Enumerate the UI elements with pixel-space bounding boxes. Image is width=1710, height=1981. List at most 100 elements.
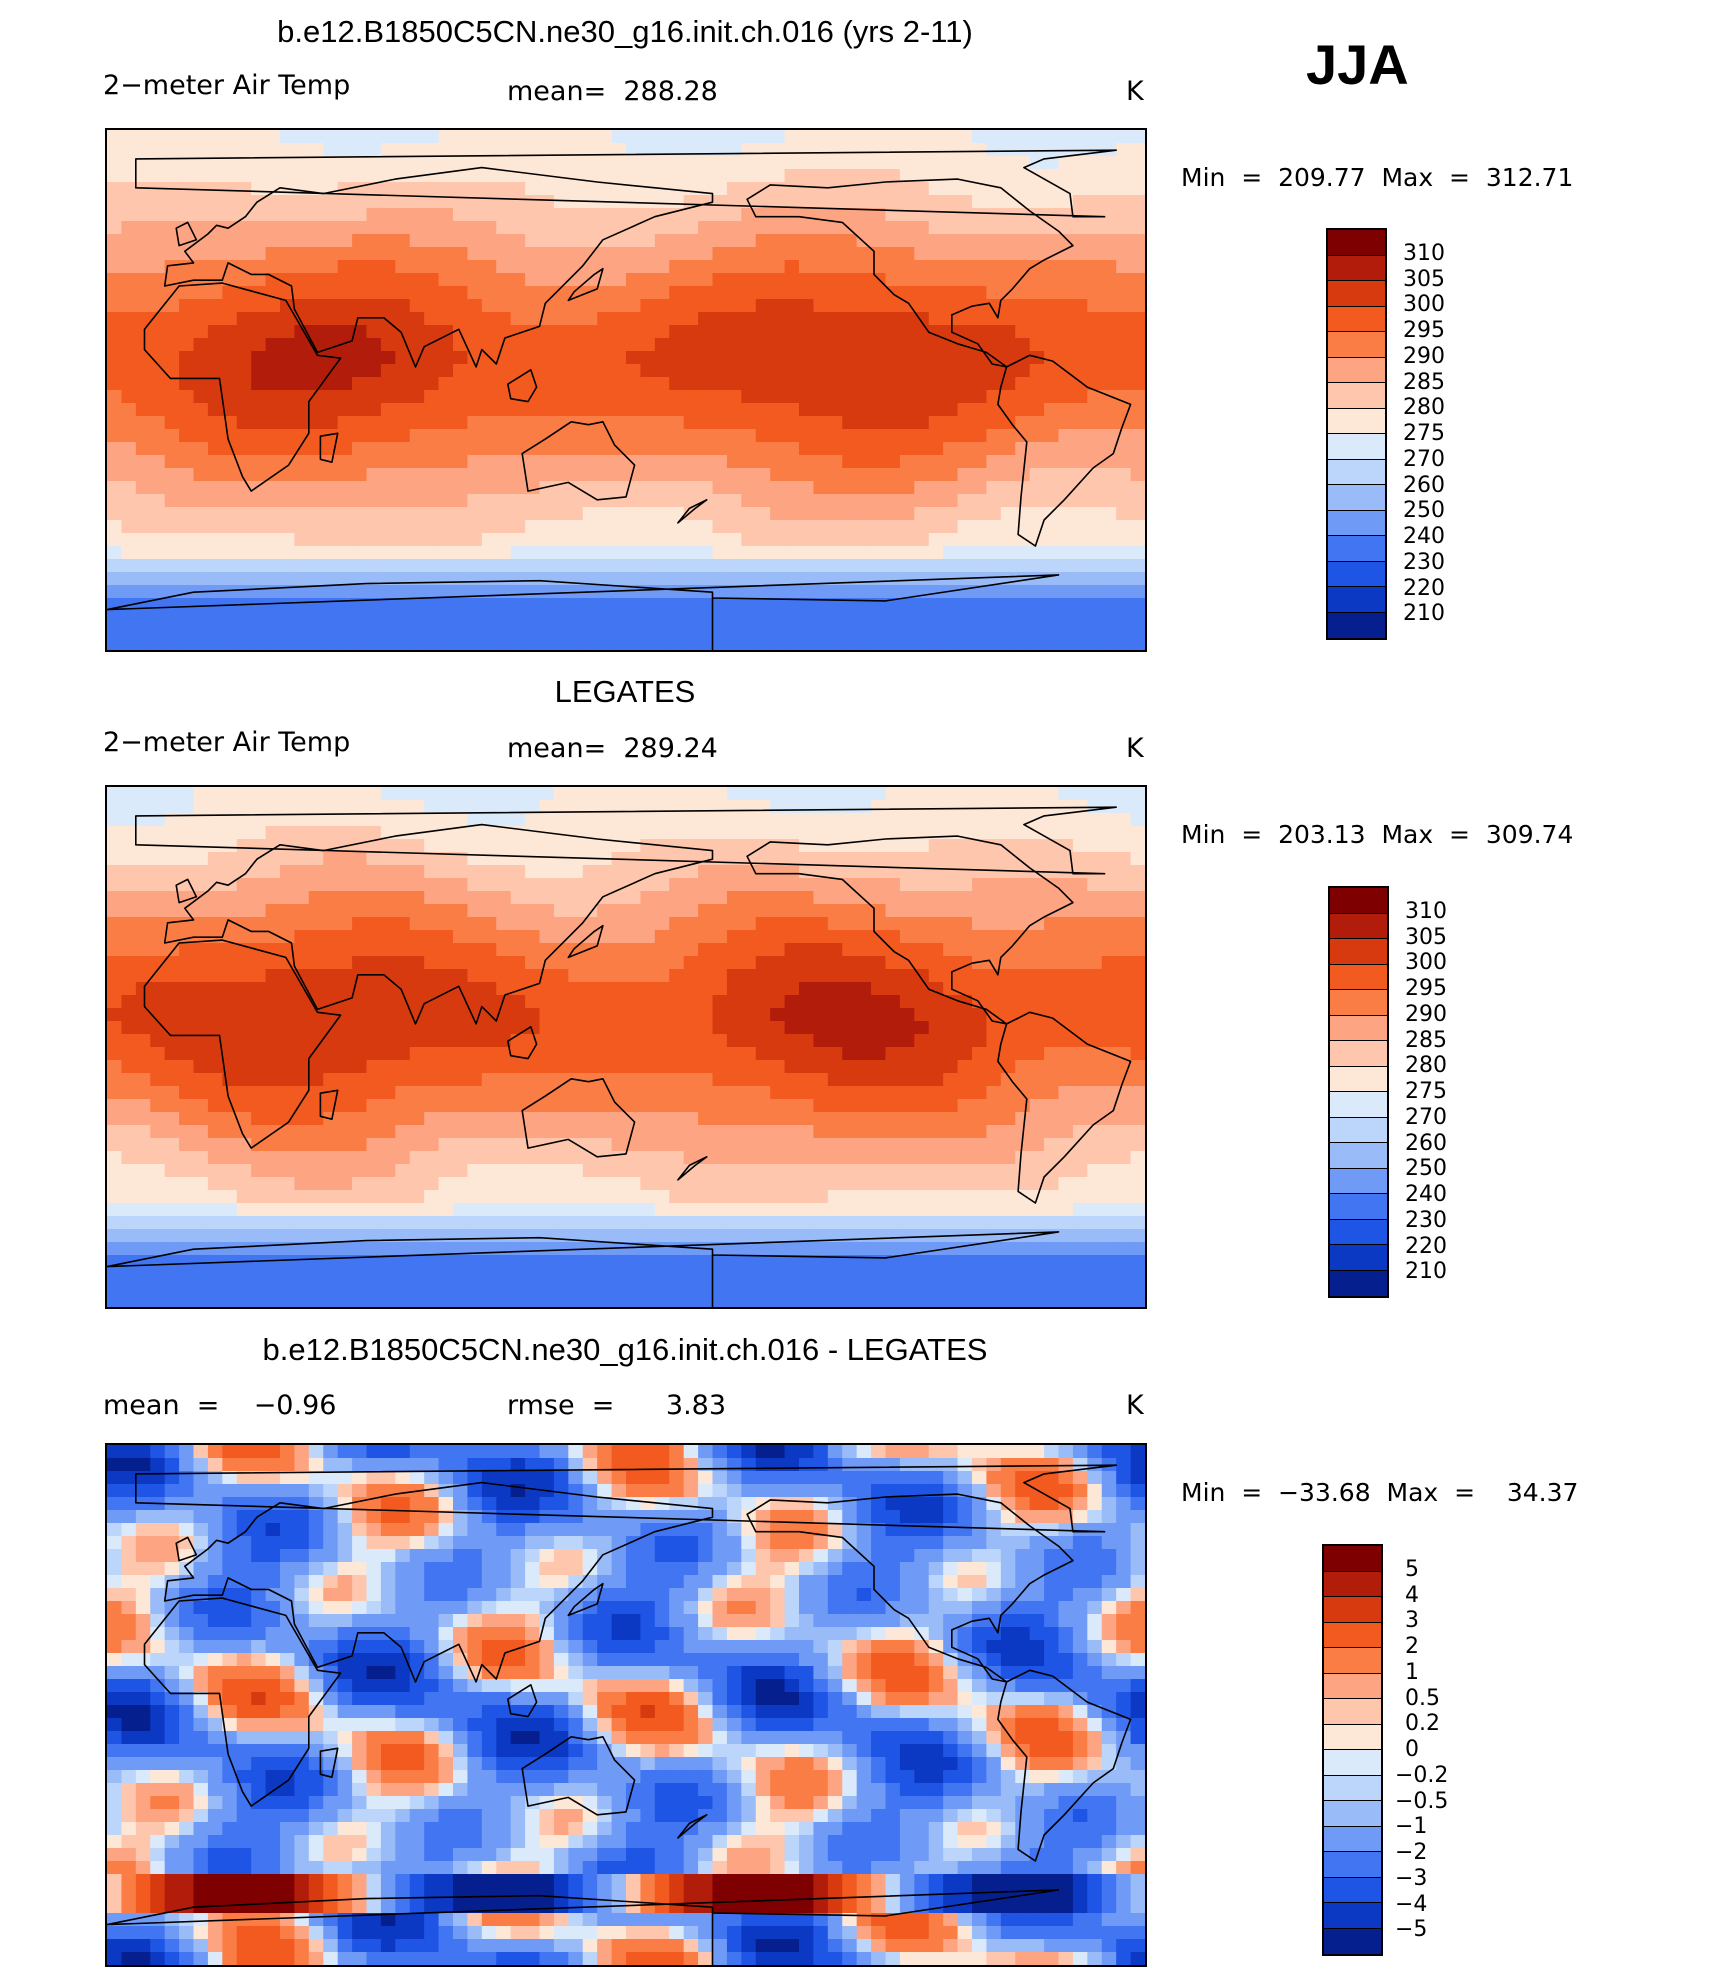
colorbar-swatch [1330,1066,1387,1092]
map-panel-obs [105,785,1147,1309]
colorbar-tick-label: 240 [1403,524,1445,549]
colorbar-tick-label: 250 [1405,1156,1447,1182]
colorbar-tick-label: −0.5 [1395,1788,1449,1814]
colorbar-ticks-diff: 5 4 3 2 1 0.5 0.2 0 −0.2 −0.5 −1 −2 −3 −4 −5 [1395,1544,1495,1956]
colorbar-tick-label: 220 [1403,575,1445,601]
colorbar-tick-label: 270 [1403,446,1445,472]
colorbar-tick-label: 280 [1403,395,1445,421]
colorbar-swatch [1328,434,1385,460]
colorbar-swatch [1330,1245,1387,1271]
panel-center-label-diff: rmse = 3.83 [507,1390,727,1421]
panel-units-obs: K [1126,733,1144,764]
field-cells [107,1445,1145,1965]
colorbar-diff [1322,1544,1383,1956]
colorbar-tick-label: −3 [1395,1865,1428,1891]
colorbar-swatch [1328,255,1385,281]
colorbar-tick-label: 270 [1405,1104,1447,1130]
colorbar-tick-label: 260 [1403,472,1445,498]
panel-title-obs: LEGATES [554,674,696,709]
colorbar-tick-label: 250 [1403,498,1445,524]
colorbar-ticks-obs: 310 305 300 295 290 285 280 275 270 260 250 240 230 2… [1405,886,1485,1298]
colorbar-tick-label: 310 [1405,898,1447,924]
colorbar-tick-label: −5 [1395,1917,1428,1943]
colorbar-swatch [1328,459,1385,485]
colorbar-tick-label: 300 [1405,950,1447,976]
colorbar-swatch [1330,1143,1387,1169]
colorbar-swatch [1330,1168,1387,1194]
colorbar-swatch [1330,1219,1387,1245]
colorbar-swatch [1330,1194,1387,1220]
colorbar-swatch [1328,510,1385,536]
colorbar-tick-label: 0.2 [1405,1711,1440,1737]
colorbar-swatch [1328,612,1385,638]
colorbar-swatch [1328,408,1385,434]
colorbar-swatch [1328,587,1385,613]
minmax-model: Min = 209.77 Max = 312.71 [1181,163,1574,192]
colorbar-tick-label: 4 [1405,1582,1419,1608]
colorbar-swatch [1328,357,1385,383]
colorbar-tick-label: 220 [1405,1233,1447,1259]
colorbar-obs [1328,886,1389,1298]
colorbar-tick-label: 0 [1405,1737,1419,1762]
colorbar-tick-label: 0.5 [1405,1685,1440,1711]
colorbar-swatch [1324,1852,1381,1878]
colorbar-tick-label: 310 [1403,240,1445,266]
colorbar-tick-label: 285 [1403,369,1445,395]
colorbar-swatch [1330,1015,1387,1041]
minmax-obs: Min = 203.13 Max = 309.74 [1181,820,1574,849]
colorbar-swatch [1330,1117,1387,1143]
colorbar-tick-label: 290 [1403,343,1445,369]
colorbar-tick-label: 280 [1405,1053,1447,1079]
colorbar-swatch [1330,1270,1387,1296]
colorbar-model [1326,228,1387,640]
colorbar-tick-label: −0.2 [1395,1762,1449,1788]
colorbar-swatch [1330,1092,1387,1118]
colorbar-swatch [1324,1928,1381,1954]
map-field-model [107,130,1145,650]
colorbar-tick-label: 275 [1403,421,1445,446]
colorbar-swatch [1330,990,1387,1016]
colorbar-tick-label: 295 [1403,318,1445,343]
colorbar-tick-label: 2 [1405,1634,1419,1659]
colorbar-swatch [1328,536,1385,562]
colorbar-swatch [1328,332,1385,358]
colorbar-tick-label: 285 [1405,1027,1447,1053]
colorbar-tick-label: 290 [1405,1001,1447,1027]
colorbar-swatch [1324,1699,1381,1725]
colorbar-tick-label: 275 [1405,1079,1447,1104]
colorbar-tick-label: 295 [1405,976,1447,1001]
colorbar-swatch [1324,1903,1381,1929]
colorbar-swatch [1324,1673,1381,1699]
panel-title-model: b.e12.B1850C5CN.ne30_g16.init.ch.016 (yr… [277,14,973,49]
colorbar-tick-label: −2 [1395,1840,1428,1865]
colorbar-tick-label: 5 [1405,1556,1419,1582]
colorbar-swatch [1328,383,1385,409]
colorbar-tick-label: 305 [1405,924,1447,950]
coastlines [107,149,1132,650]
colorbar-swatch [1328,561,1385,587]
panel-left-label-model: 2−meter Air Temp [103,70,351,101]
panel-title-diff: b.e12.B1850C5CN.ne30_g16.init.ch.016 - L… [262,1332,988,1367]
map-field-diff [107,1445,1145,1965]
panel-units-model: K [1126,76,1144,107]
colorbar-ticks-model: 310 305 300 295 290 285 280 275 270 260 250 240 230 2… [1403,228,1483,640]
colorbar-swatch [1324,1546,1381,1572]
panel-left-label-obs: 2−meter Air Temp [103,727,351,758]
colorbar-tick-label: 1 [1405,1659,1419,1685]
colorbar-swatch [1324,1622,1381,1648]
colorbar-tick-label: 210 [1405,1259,1447,1285]
colorbar-swatch [1324,1826,1381,1852]
colorbar-swatch [1324,1571,1381,1597]
map-panel-model [105,128,1147,652]
colorbar-swatch [1330,913,1387,939]
panel-center-label-obs: mean= 289.24 [507,733,718,764]
colorbar-tick-label: −4 [1395,1891,1428,1917]
coastlines [107,1464,1132,1965]
colorbar-swatch [1328,281,1385,307]
colorbar-tick-label: −1 [1395,1814,1428,1840]
colorbar-swatch [1328,306,1385,332]
season-label: JJA [1306,33,1409,96]
colorbar-swatch [1324,1877,1381,1903]
map-field-obs [107,787,1145,1307]
colorbar-swatch [1324,1648,1381,1674]
